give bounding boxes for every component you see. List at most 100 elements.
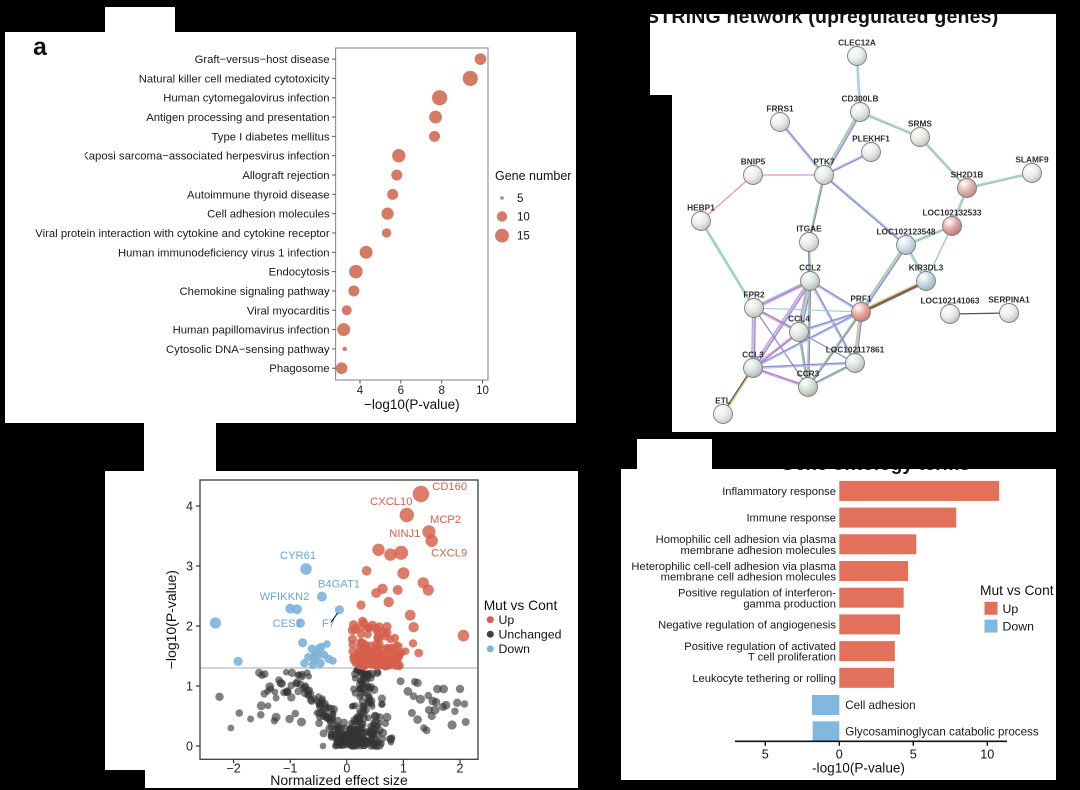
network-edge — [808, 312, 863, 388]
volcano-point — [300, 683, 309, 693]
volcano-point — [300, 659, 309, 668]
network-edge — [806, 311, 861, 387]
volcano-point — [351, 689, 359, 697]
go-x-axis-title: -log10(P-value) — [812, 760, 905, 775]
volcano-y-tick-label: 4 — [186, 499, 193, 513]
kegg-dot — [342, 346, 347, 352]
volcano-point — [393, 642, 403, 651]
volcano-point — [394, 545, 409, 560]
volcano-point — [316, 591, 327, 602]
network-edge — [859, 112, 920, 139]
network-node — [942, 216, 962, 236]
kegg-category-label: Human immunodeficiency virus 1 infection — [118, 247, 330, 259]
volcano-point — [359, 680, 366, 687]
svg-text:Immune response: Immune response — [746, 513, 836, 525]
kegg-dot — [429, 110, 442, 124]
volcano-point — [341, 724, 350, 733]
network-node-label: CCL2 — [799, 263, 821, 273]
volcano-point — [347, 634, 358, 644]
volcano-point — [427, 711, 436, 721]
go-barchart: Inflammatory response Immune response Homo… — [631, 480, 1054, 775]
volcano-point — [298, 638, 308, 648]
volcano-point — [266, 685, 274, 693]
volcano-point — [378, 700, 386, 708]
volcano-point — [295, 618, 305, 628]
volcano-point — [315, 719, 323, 728]
network-node-label: SLAMF9 — [1015, 155, 1049, 165]
volcano-gene-label: CYR61 — [280, 550, 316, 562]
kegg-dot — [462, 70, 478, 87]
go-bar-label: Negative regulation of angiogenesis — [658, 619, 836, 631]
network-edge — [753, 281, 812, 370]
network-node — [850, 102, 870, 122]
volcano-point — [412, 485, 430, 503]
network-edge — [822, 111, 860, 175]
go-bar — [839, 641, 895, 662]
network-node-label: SH2D1B — [951, 170, 984, 180]
volcano-point — [335, 735, 344, 745]
volcano-point — [348, 620, 359, 630]
go-x-tick-label: 10 — [980, 747, 994, 761]
network-edge — [752, 280, 811, 369]
volcano-point — [460, 700, 469, 708]
kegg-category-label: Chemokine signaling pathway — [180, 286, 330, 298]
volcano-y-tick-label: 3 — [186, 559, 193, 573]
svg-text:membrane adhesion molecules: membrane adhesion molecules — [681, 545, 837, 557]
network-edge — [778, 122, 824, 176]
volcano-point — [455, 684, 465, 694]
kegg-category-label: Human papillomavirus infection — [173, 325, 330, 337]
volcano-point — [372, 652, 380, 661]
network-node — [847, 46, 867, 66]
network-node-label: LOC102132533 — [922, 208, 981, 218]
volcano-point — [385, 645, 394, 654]
network-edge — [920, 136, 968, 188]
kegg-legend-label: 5 — [517, 193, 523, 205]
volcano-point — [365, 652, 374, 662]
volcano-series-up — [347, 485, 470, 671]
network-node-label: BNIP5 — [741, 157, 766, 167]
volcano-legend-dot — [486, 630, 494, 638]
volcano-point — [403, 687, 413, 696]
volcano-point — [360, 675, 367, 682]
kegg-dot — [381, 228, 392, 238]
go-legend-swatch — [984, 619, 998, 633]
volcano-point — [272, 694, 280, 702]
volcano-x-tick-label: 1 — [400, 762, 407, 776]
volcano-point — [422, 584, 434, 596]
volcano-point — [433, 684, 442, 694]
volcano-point — [407, 709, 416, 717]
network-node-label: KIR3DL3 — [909, 263, 944, 273]
volcano-point — [294, 671, 302, 679]
kegg-dot — [349, 264, 363, 279]
svg-text:Cell adhesion: Cell adhesion — [845, 699, 915, 712]
volcano-gene-label: NINJ1 — [389, 528, 420, 540]
network-node — [845, 353, 865, 373]
volcano-point — [323, 640, 331, 648]
volcano-point — [447, 720, 457, 730]
go-bar-label: Immune response — [746, 513, 836, 525]
volcano-y-axis-title: −log10(P-value) — [163, 570, 179, 669]
go-legend-label: Up — [1003, 602, 1019, 616]
volcano-point — [292, 679, 301, 688]
volcano-x-tick-label: 2 — [457, 762, 464, 776]
kegg-category-label: Viral myocarditis — [247, 305, 330, 317]
volcano-point — [342, 738, 350, 746]
kegg-category-label: Cell adhesion molecules — [207, 209, 330, 221]
network-edge — [860, 110, 921, 137]
volcano-legend-dot — [486, 645, 494, 653]
volcano-chart: CD160 CXCL10 MCP2 NINJ1 CXCL9 CYR61 B4GAT1 WFIK… — [163, 479, 562, 788]
kegg-category-label: Antigen processing and presentation — [146, 112, 329, 124]
volcano-point — [319, 742, 327, 750]
kegg-x-tick-label: 8 — [438, 385, 444, 397]
kegg-category-label: Graft−versus−host disease — [195, 54, 330, 66]
network-node — [916, 271, 936, 291]
volcano-point — [351, 702, 359, 710]
volcano-point — [351, 733, 359, 740]
volcano-point — [260, 690, 268, 698]
kegg-category-label: Allograft rejection — [242, 170, 329, 182]
volcano-point — [283, 688, 291, 696]
volcano-point — [323, 704, 330, 712]
network-edge — [798, 310, 861, 332]
network-node — [800, 271, 820, 291]
kegg-dot — [359, 245, 373, 259]
